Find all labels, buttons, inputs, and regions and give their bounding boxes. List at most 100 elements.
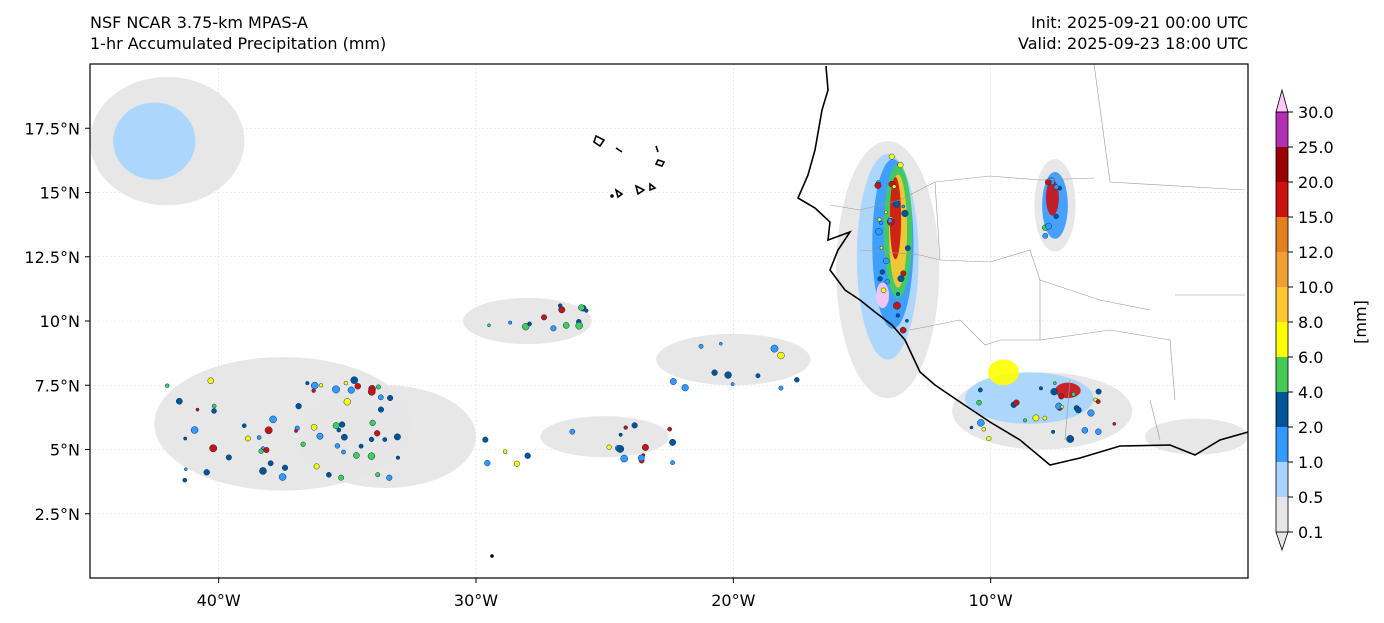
- precip-region: [988, 359, 1019, 386]
- colorbar: 0.1 0.5 1.0 2.0 4.0 6.0 8.0 10.0 12.0 15.0 20.0 25.…: [1275, 88, 1334, 552]
- convective-cell: [584, 308, 589, 313]
- convective-cell: [367, 387, 376, 396]
- convective-cell: [977, 387, 983, 393]
- convective-cell: [393, 433, 401, 441]
- colorbar-segment: [1276, 252, 1288, 287]
- convective-cell: [681, 384, 689, 392]
- convective-cell: [770, 344, 779, 353]
- convective-cell: [484, 459, 491, 467]
- init-time: Init: 2025-09-21 00:00 UTC: [1030, 13, 1248, 32]
- precip-region: [113, 102, 196, 180]
- convective-cell: [669, 438, 677, 446]
- convective-cell: [367, 452, 376, 460]
- convective-cell: [269, 415, 277, 424]
- convective-cell: [1112, 422, 1117, 426]
- convective-cell: [730, 382, 735, 387]
- colorbar-tick-label: 0.1: [1298, 523, 1323, 542]
- convective-cell: [901, 204, 906, 209]
- convective-cell: [883, 257, 890, 265]
- convective-cell: [1081, 427, 1089, 434]
- convective-cell: [338, 421, 346, 428]
- convective-cell: [901, 209, 909, 218]
- lon-tick-label: 20°W: [711, 591, 755, 610]
- convective-cell: [755, 373, 761, 379]
- lat-tick-label: 2.5°N: [35, 505, 80, 524]
- convective-cell: [620, 454, 629, 463]
- colorbar-tick-label: 15.0: [1298, 208, 1334, 227]
- convective-cell: [241, 423, 247, 428]
- convective-cell: [875, 228, 883, 236]
- convective-cell: [879, 220, 883, 225]
- convective-cell: [884, 279, 890, 285]
- convective-cell: [631, 422, 638, 429]
- convective-cell: [897, 161, 904, 169]
- lat-tick-label: 5°N: [50, 441, 80, 460]
- convective-cell: [895, 291, 901, 297]
- colorbar-segment: [1276, 112, 1288, 147]
- convective-cell: [877, 276, 883, 282]
- convective-cell: [338, 474, 345, 481]
- convective-cell: [1050, 388, 1058, 396]
- convective-cell: [1087, 409, 1095, 417]
- convective-cell: [263, 447, 270, 454]
- precip-region: [889, 177, 902, 260]
- lat-tick-label: 10°N: [40, 312, 80, 331]
- valid-time: Valid: 2025-09-23 18:00 UTC: [1017, 34, 1248, 53]
- convective-cell: [880, 287, 887, 294]
- coastlines: [490, 65, 1248, 558]
- colorbar-tick-label: 0.5: [1298, 488, 1323, 507]
- convective-cell: [341, 449, 346, 455]
- convective-cell: [261, 446, 265, 450]
- colorbar-unit-label: [mm]: [1351, 300, 1370, 344]
- header-left: NSF NCAR 3.75-km MPAS-A 1-hr Accumulated…: [90, 12, 386, 54]
- convective-cell: [900, 270, 907, 277]
- convective-cell: [382, 437, 388, 442]
- field-title: 1-hr Accumulated Precipitation (mm): [90, 34, 387, 53]
- colorbar-segment: [1276, 287, 1288, 322]
- convective-cell: [887, 218, 893, 224]
- convective-cell: [1058, 393, 1065, 400]
- convective-cell: [211, 403, 217, 409]
- latitude-axis: 17.5°N 15°N 12.5°N 10°N 7.5°N 5°N 2.5°N: [24, 119, 90, 524]
- convective-cell: [209, 444, 218, 453]
- convective-cell: [305, 381, 310, 386]
- country-borders: [829, 64, 1246, 441]
- convective-cell: [264, 426, 273, 435]
- convective-cell: [884, 210, 888, 215]
- convective-cell: [334, 443, 341, 449]
- convective-cell: [562, 322, 570, 329]
- convective-cell: [295, 403, 302, 410]
- colorbar-segment: [1276, 462, 1288, 497]
- lat-tick-label: 12.5°N: [24, 248, 80, 267]
- convective-cell: [190, 426, 199, 434]
- convective-cell: [318, 383, 324, 388]
- convective-cell: [267, 460, 274, 467]
- convective-cell: [976, 399, 982, 406]
- convective-cell: [888, 153, 895, 160]
- colorbar-segment: [1276, 497, 1288, 532]
- lat-tick-label: 15°N: [40, 184, 80, 203]
- convective-cell: [513, 460, 520, 467]
- convective-cell: [637, 454, 645, 462]
- convective-cell: [1045, 222, 1052, 230]
- colorbar-tick-label: 4.0: [1298, 383, 1323, 402]
- convective-cell: [986, 435, 992, 442]
- convective-cell: [892, 301, 901, 310]
- convective-cell: [294, 429, 298, 433]
- colorbar-segment: [1276, 217, 1288, 252]
- convective-cell: [874, 181, 882, 189]
- convective-cell: [368, 436, 375, 443]
- convective-cell: [386, 474, 393, 481]
- convective-cell: [794, 377, 800, 383]
- header-right: Init: 2025-09-21 00:00 UTC Valid: 2025-0…: [1018, 12, 1248, 54]
- convective-cell: [905, 318, 909, 323]
- convective-cell: [281, 464, 289, 471]
- convective-cell: [195, 407, 200, 412]
- convective-cell: [623, 425, 628, 430]
- convective-cell: [332, 422, 340, 429]
- convective-cell: [1013, 399, 1020, 406]
- convective-cell: [336, 427, 342, 433]
- convective-cell: [1071, 391, 1076, 397]
- convective-cell: [482, 436, 489, 443]
- precip-region: [463, 297, 592, 345]
